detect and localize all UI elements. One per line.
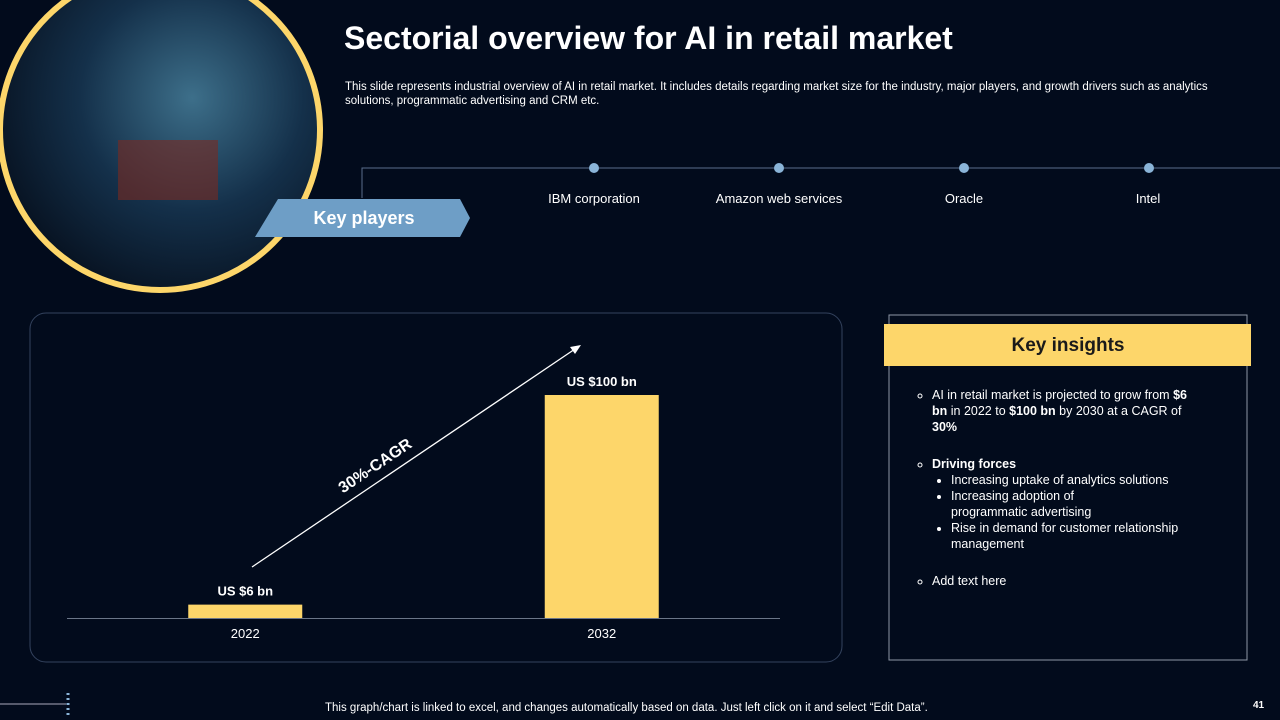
insights-list: AI in retail market is projected to grow… <box>915 387 1205 589</box>
footer-note: This graph/chart is linked to excel, and… <box>325 702 928 714</box>
insight: Driving forces Increasing uptake of anal… <box>932 456 1205 552</box>
cagr-arrow <box>251 348 576 568</box>
timeline-dot <box>589 163 599 173</box>
player: IBM corporation <box>548 191 640 206</box>
chart-frame <box>29 312 843 663</box>
sub-list: Increasing uptake of analytics solutions… <box>932 472 1205 552</box>
sub-item: Increasing adoption of programmatic adve… <box>951 488 1101 520</box>
x-tick-label: 2022 <box>231 626 260 641</box>
insight: AI in retail market is projected to grow… <box>932 387 1205 435</box>
player: Amazon web services <box>715 191 843 206</box>
cagr-label: 30%-CAGR <box>336 435 416 497</box>
photo-detail <box>118 140 218 200</box>
text: $6 bn <box>932 388 1187 418</box>
key-players-label: Key players <box>313 208 414 228</box>
timeline-dot <box>959 163 969 173</box>
bar <box>188 604 303 618</box>
insight: Add text here <box>932 573 1205 589</box>
text: $100 bn <box>1009 404 1056 418</box>
description: This slide represents industrial overvie… <box>345 81 1208 107</box>
text: 30% <box>932 420 958 434</box>
value-label: US $6 bn <box>217 584 273 599</box>
sub-item: Increasing uptake of analytics solutions <box>951 472 1205 488</box>
timeline <box>361 167 1280 198</box>
x-tick-label: 2032 <box>587 626 616 641</box>
timeline-dot <box>774 163 784 173</box>
text: AI in retail market is projected to grow… <box>932 388 1174 402</box>
text: by 2030 at a CAGR of <box>1055 404 1182 418</box>
value-label: US $100 bn <box>567 374 637 389</box>
sub-item: Rise in demand for customer relationship… <box>951 520 1205 552</box>
cagr-arrowhead <box>570 345 581 354</box>
insights-frame <box>888 314 1248 661</box>
key-players-arrow <box>255 199 470 237</box>
player: Oracle <box>944 191 984 206</box>
bar <box>544 395 659 618</box>
text: Driving forces <box>932 457 1017 471</box>
insights-title: Key insights <box>1012 335 1125 356</box>
text: in 2022 to <box>947 404 1010 418</box>
page-number: 41 <box>1253 700 1265 711</box>
player: Intel <box>1135 191 1161 206</box>
timeline-dot <box>1144 163 1154 173</box>
insights-header <box>884 324 1251 366</box>
insights-text: AI in retail market is projected to grow… <box>915 387 1205 610</box>
title: Sectorial overview for AI in retail mark… <box>344 20 953 56</box>
